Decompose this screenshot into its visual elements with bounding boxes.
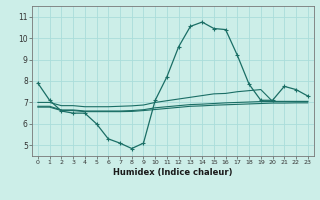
X-axis label: Humidex (Indice chaleur): Humidex (Indice chaleur)	[113, 168, 233, 177]
